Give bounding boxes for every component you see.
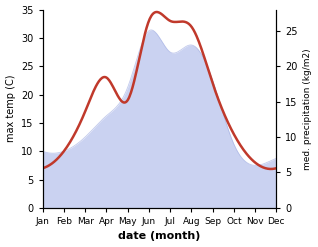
Y-axis label: med. precipitation (kg/m2): med. precipitation (kg/m2) <box>303 48 313 169</box>
Y-axis label: max temp (C): max temp (C) <box>5 75 16 143</box>
X-axis label: date (month): date (month) <box>118 231 201 242</box>
